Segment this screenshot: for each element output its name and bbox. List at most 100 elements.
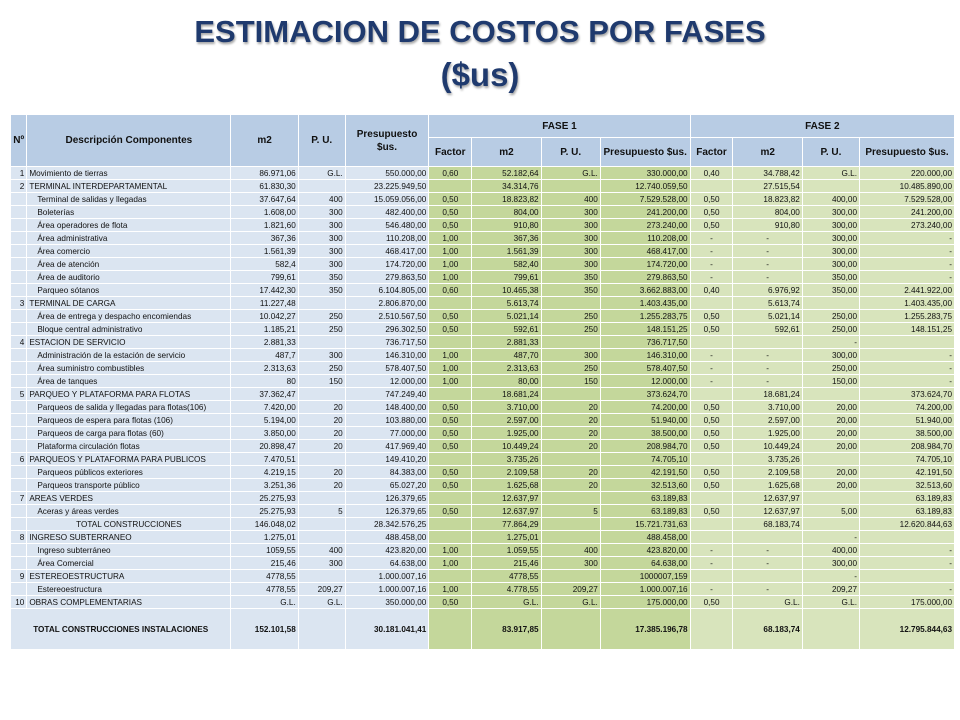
row-number [9,348,28,362]
f2-factor [689,296,734,310]
row-number [9,270,28,284]
row-pu: 400 [297,543,346,557]
f2-presupuesto: 273.240,00 [859,218,955,232]
f1-pu [540,387,601,401]
f1-pu: 5 [540,504,601,518]
row-number [9,361,28,375]
f1-factor: 1,00 [428,270,473,284]
f2-pu: 300,00 [801,218,861,232]
row-description: Estereoestructura [26,582,232,596]
table-row: 7 AREAS VERDES 25.275,93 126.379,65 12.637,9… [9,491,955,505]
row-m2: 215,46 [230,556,299,570]
row-pu: 250 [297,309,346,323]
f2-pu [801,296,861,310]
header-f1-factor: Factor [428,137,473,167]
row-description: Parqueos de espera para flotas (106) [26,413,232,427]
f1-factor: 1,00 [428,582,473,596]
row-description: Área administrativa [26,231,232,245]
f2-m2: 6.976,92 [732,283,803,297]
row-presupuesto: 12.000,00 [344,374,430,388]
row-number [9,543,28,557]
f2-pu: 20,00 [801,465,861,479]
f2-factor: 0,50 [689,465,734,479]
row-pu: 20 [297,465,346,479]
f1-pu: 300 [540,556,601,570]
row-pu [297,530,346,544]
row-m2: 11.227,48 [230,296,299,310]
f2-presupuesto: 38.500,00 [859,426,955,440]
row-m2: 17.442,30 [230,283,299,297]
f2-presupuesto: - [859,257,955,271]
f1-presupuesto: 1.403.435,00 [599,296,691,310]
table-row: Área administrativa 367,36 300 110.208,00 1,… [9,231,955,245]
f1-factor [428,530,473,544]
header-fase-1: FASE 1 [428,114,691,138]
row-m2: 487,7 [230,348,299,362]
f2-pu: 300,00 [801,348,861,362]
table-row: 2 TERMINAL INTERDEPARTAMENTAL 61.830,30 23.… [9,179,955,193]
f1-presupuesto: 32.513,60 [599,478,691,492]
table-row: Estereoestructura 4778,55 209,27 1.000.007,… [9,582,955,596]
row-description: Parqueos de carga para flotas (60) [26,426,232,440]
f2-m2: 910,80 [732,218,803,232]
row-pu [297,452,346,466]
row-presupuesto: 423.820,00 [344,543,430,557]
f2-factor: 0,40 [689,283,734,297]
row-m2: 1.561,39 [230,244,299,258]
row-m2: 3.850,00 [230,426,299,440]
row-number [9,504,28,518]
row-presupuesto: 174.720,00 [344,257,430,271]
total-m2: 152.101,58 [230,608,299,650]
f1-m2: 1.275,01 [471,530,542,544]
table-row: 3 TERMINAL DE CARGA 11.227,48 2.806.870,00 5… [9,296,955,310]
f1-factor: 0,50 [428,426,473,440]
f1-pu [540,569,601,583]
f2-factor: 0,50 [689,478,734,492]
header-f2-m2: m2 [732,137,803,167]
f1-factor: 0,50 [428,218,473,232]
f1-presupuesto: 74.200,00 [599,400,691,414]
row-description: ESTEREOESTRUCTURA [26,569,232,583]
row-number: 3 [9,296,28,310]
f2-m2: - [732,244,803,258]
f1-m2: 77.864,29 [471,517,542,531]
f1-presupuesto: 1000007,159 [599,569,691,583]
f1-m2: 12.637,97 [471,504,542,518]
f1-factor: 1,00 [428,543,473,557]
f1-pu [540,335,601,349]
row-description: PARQUEO Y PLATAFORMA PARA FLOTAS [26,387,232,401]
f2-presupuesto: - [859,374,955,388]
table-row: Terminal de salidas y llegadas 37.647,64 4… [9,192,955,206]
f2-pu: G.L. [801,595,861,609]
f2-presupuesto [859,530,955,544]
row-presupuesto: 6.104.805,00 [344,283,430,297]
row-m2: 799,61 [230,270,299,284]
f2-m2: - [732,231,803,245]
f2-presupuesto: 208.984,70 [859,439,955,453]
row-m2: 4.219,15 [230,465,299,479]
f1-pu: 300 [540,205,601,219]
row-number [9,309,28,323]
f2-m2: 5.613,74 [732,296,803,310]
f1-factor: 1,00 [428,231,473,245]
row-description: Área de tanques [26,374,232,388]
row-presupuesto: 126.379,65 [344,491,430,505]
f2-factor: - [689,374,734,388]
row-number [9,192,28,206]
f2-pu: 20,00 [801,426,861,440]
f1-presupuesto: 51.940,00 [599,413,691,427]
f2-factor: - [689,270,734,284]
row-m2: 7.420,00 [230,400,299,414]
f1-m2: 804,00 [471,205,542,219]
f1-pu: 350 [540,283,601,297]
f2-presupuesto: - [859,543,955,557]
f1-m2: 1.925,00 [471,426,542,440]
f2-factor: - [689,348,734,362]
f1-presupuesto: 174.720,00 [599,257,691,271]
f2-m2: 3.735,26 [732,452,803,466]
f1-presupuesto: 736.717,50 [599,335,691,349]
f1-pu: 209,27 [540,582,601,596]
f2-pu: 350,00 [801,283,861,297]
row-presupuesto: 546.480,00 [344,218,430,232]
f1-pu: 250 [540,309,601,323]
